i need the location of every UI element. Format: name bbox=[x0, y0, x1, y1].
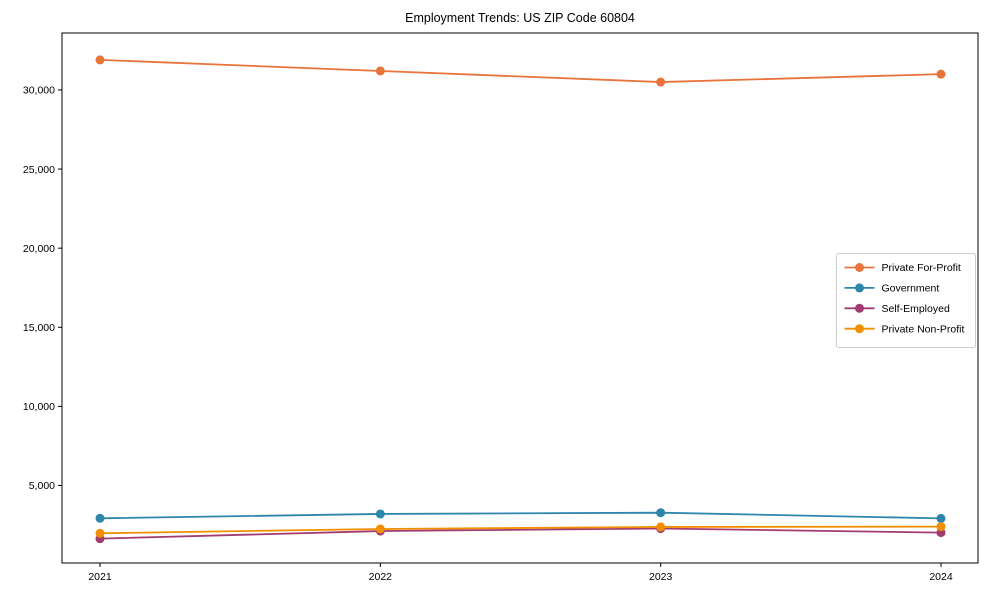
y-tick-label: 25,000 bbox=[23, 164, 55, 176]
data-point-private-non-profit bbox=[656, 522, 666, 532]
legend-marker bbox=[855, 324, 864, 334]
x-tick-label: 2021 bbox=[88, 571, 112, 583]
legend-label: Government bbox=[882, 283, 940, 295]
data-point-government bbox=[936, 513, 946, 523]
x-tick-label: 2024 bbox=[929, 571, 953, 583]
data-point-private-for-profit bbox=[936, 69, 946, 79]
y-tick-label: 30,000 bbox=[23, 85, 55, 97]
y-tick-label: 10,000 bbox=[23, 401, 55, 413]
y-tick-label: 5,000 bbox=[29, 480, 55, 492]
data-point-private-for-profit bbox=[375, 66, 385, 76]
chart-title: Employment Trends: US ZIP Code 60804 bbox=[405, 11, 635, 25]
data-point-private-non-profit bbox=[375, 524, 385, 534]
data-point-private-non-profit bbox=[936, 522, 946, 532]
legend-marker bbox=[855, 303, 864, 313]
legend-label: Private For-Profit bbox=[882, 262, 961, 274]
data-point-private-for-profit bbox=[95, 55, 105, 65]
data-point-private-non-profit bbox=[95, 528, 105, 538]
x-tick-label: 2023 bbox=[649, 571, 673, 583]
legend-box bbox=[836, 253, 976, 348]
plot-border bbox=[61, 32, 979, 564]
y-tick-label: 20,000 bbox=[23, 243, 55, 255]
legend-marker bbox=[855, 283, 864, 293]
series-line-private-for-profit bbox=[99, 58, 942, 83]
legend-label: Private Non-Profit bbox=[882, 323, 965, 335]
series-line-private-non-profit bbox=[99, 525, 942, 535]
x-tick-label: 2022 bbox=[369, 571, 393, 583]
data-point-government bbox=[375, 509, 385, 519]
data-point-private-for-profit bbox=[656, 77, 666, 87]
data-point-government bbox=[95, 513, 105, 523]
y-tick-label: 15,000 bbox=[23, 322, 55, 334]
legend-label: Self-Employed bbox=[882, 303, 950, 315]
series-line-self-employed bbox=[99, 527, 942, 540]
data-point-government bbox=[656, 508, 666, 518]
series-line-government bbox=[99, 511, 942, 520]
legend-marker bbox=[855, 263, 864, 272]
